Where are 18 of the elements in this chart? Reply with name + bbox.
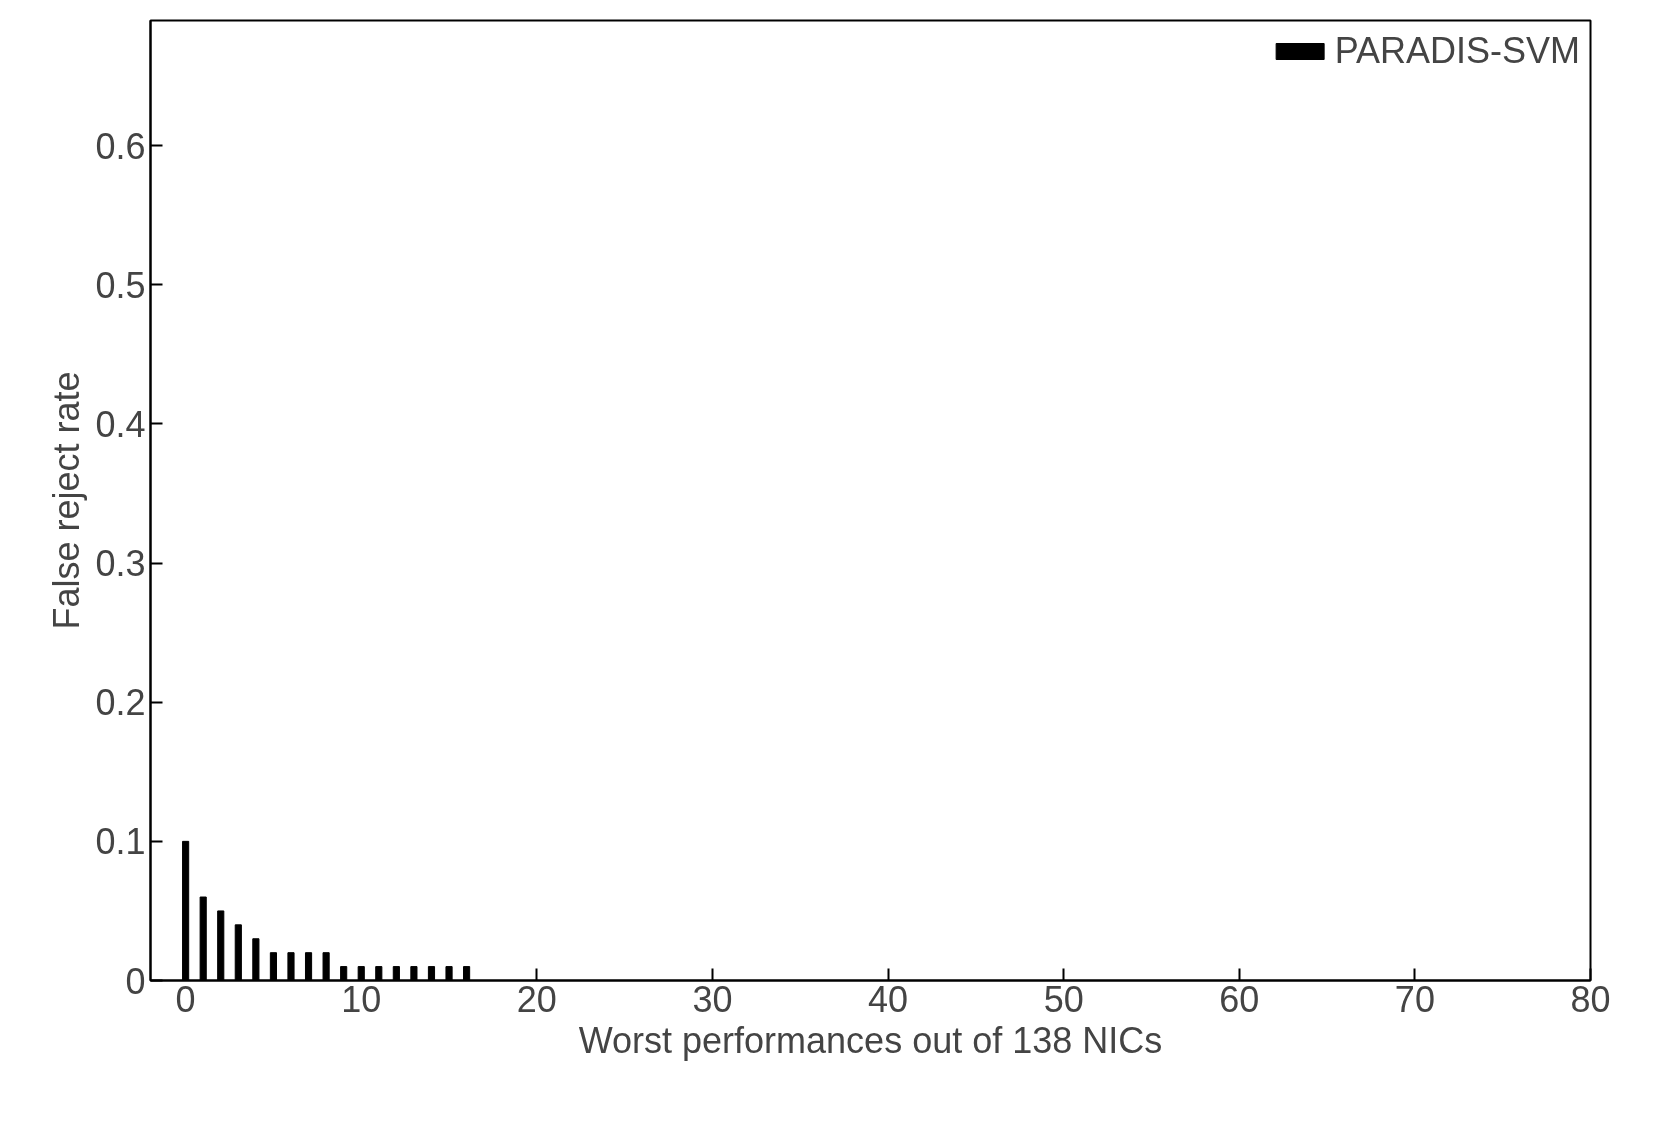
x-axis-title: Worst performances out of 138 NICs [578,1019,1163,1061]
x-tick-label: 30 [692,978,733,1020]
x-tick-label: 50 [1043,978,1084,1020]
y-tick-label: 0.6 [95,125,146,167]
y-tick-label: 0.4 [95,403,146,445]
x-tick-label: 60 [1219,978,1260,1020]
y-tick-label: 0.5 [95,264,146,306]
y-axis-title: False reject rate [46,371,88,630]
x-tick-label: 20 [516,978,557,1020]
x-tick-label: 10 [341,978,382,1020]
x-tick-label: 40 [868,978,909,1020]
legend-label: PARADIS-SVM [1334,30,1580,72]
x-tick-label: 70 [1394,978,1435,1020]
y-tick-label: 0.2 [95,682,146,724]
y-tick-label: 0.1 [95,821,146,863]
x-tick-label: 0 [175,978,196,1020]
y-tick-label: 0.3 [95,543,146,585]
x-tick-label: 80 [1570,978,1611,1020]
